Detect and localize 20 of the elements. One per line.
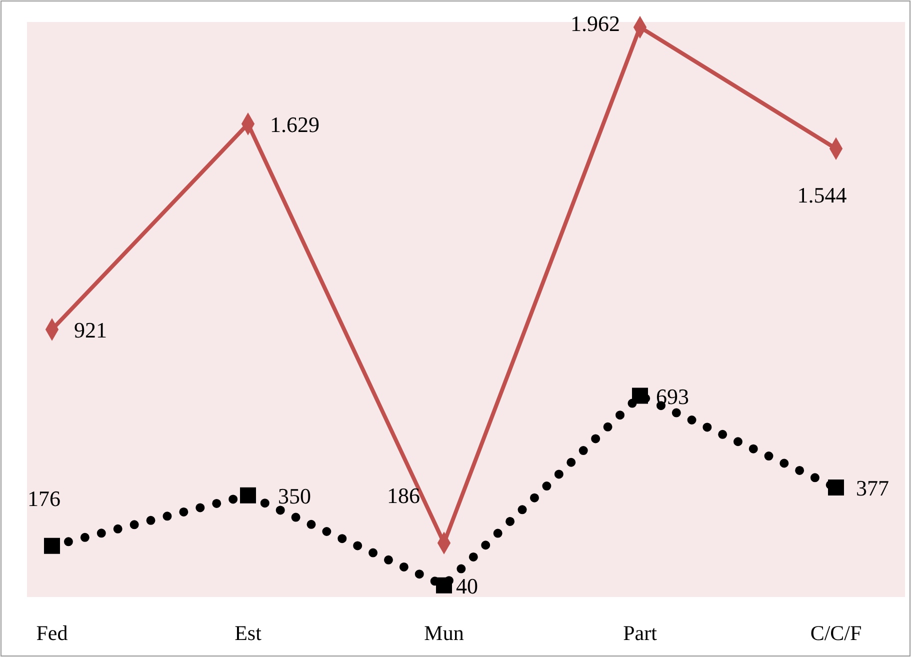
data-label: 1.962 — [570, 11, 620, 36]
x-tick-label: C/C/F — [810, 621, 862, 645]
data-label: 377 — [856, 476, 889, 501]
x-tick-label: Part — [623, 621, 658, 645]
data-label: 921 — [74, 318, 107, 343]
x-tick-label: Est — [234, 621, 262, 645]
point — [240, 487, 256, 504]
data-label: 186 — [387, 482, 420, 508]
point — [44, 538, 60, 554]
point — [828, 480, 844, 496]
data-label: 693 — [656, 384, 689, 409]
point — [436, 577, 452, 594]
data-label: 1.544 — [797, 182, 847, 208]
data-label: 1.629 — [270, 112, 320, 137]
point — [632, 388, 648, 404]
data-label: 350 — [278, 483, 311, 508]
x-tick-label: Fed — [36, 621, 68, 645]
data-label: 40 — [456, 573, 478, 598]
x-tick-label: Mun — [424, 621, 464, 645]
data-label: 176 — [28, 486, 60, 511]
